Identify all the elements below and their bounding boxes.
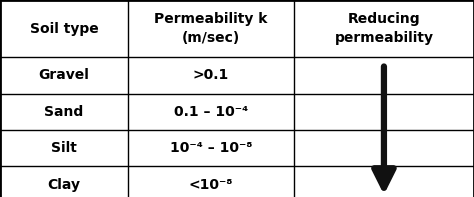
Text: >0.1: >0.1 — [193, 68, 229, 82]
Text: Soil type: Soil type — [29, 21, 99, 36]
Text: Sand: Sand — [45, 105, 83, 119]
Text: Gravel: Gravel — [38, 68, 90, 82]
Text: Reducing
permeability: Reducing permeability — [335, 12, 433, 45]
Text: Clay: Clay — [47, 178, 81, 192]
Text: Permeability k
(m/sec): Permeability k (m/sec) — [154, 12, 268, 45]
Text: <10⁻⁸: <10⁻⁸ — [189, 178, 233, 192]
Text: 10⁻⁴ – 10⁻⁸: 10⁻⁴ – 10⁻⁸ — [170, 141, 252, 155]
Text: 0.1 – 10⁻⁴: 0.1 – 10⁻⁴ — [174, 105, 248, 119]
Text: Silt: Silt — [51, 141, 77, 155]
